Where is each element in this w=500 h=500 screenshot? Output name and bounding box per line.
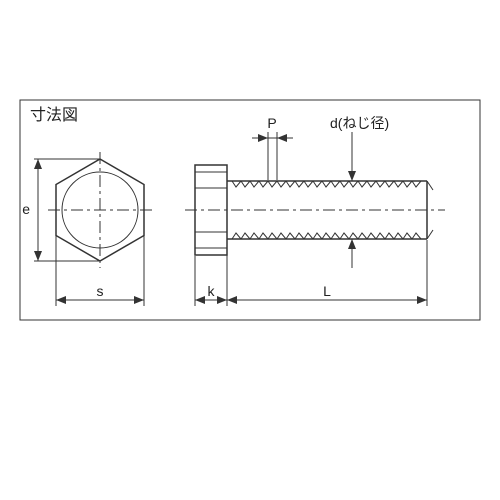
dim-P: P	[252, 115, 293, 180]
label-e: e	[22, 201, 30, 217]
dim-L: L	[227, 240, 427, 306]
label-s: s	[97, 283, 104, 299]
dim-k: k	[195, 240, 227, 306]
diagram-title: 寸法図	[30, 106, 78, 124]
bolt-side-view	[185, 165, 445, 255]
dim-d: d(ねじ径)	[330, 115, 389, 268]
label-k: k	[208, 283, 216, 299]
bolt-dimension-diagram: 寸法図 e s	[0, 0, 500, 500]
label-L: L	[323, 283, 331, 299]
hex-head-front-view	[48, 152, 152, 268]
label-d: d(ねじ径)	[330, 115, 389, 131]
label-P: P	[267, 115, 276, 131]
